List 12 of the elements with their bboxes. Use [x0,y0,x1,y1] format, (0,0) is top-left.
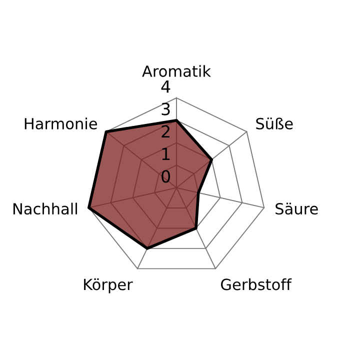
y-tick-label: 2 [162,125,170,138]
spoke-label: Körper [84,278,133,294]
y-tick-label: 0 [162,170,170,183]
spoke-label: Säure [276,202,318,215]
spoke-label: Harmonie [24,118,98,130]
y-tick-label: 3 [162,102,170,116]
spoke-label: Gerbstoff [221,278,292,290]
y-tick-label: 4 [161,80,170,93]
spoke-label: Nachhall [13,202,77,215]
spoke-label: Aromatik [142,65,211,77]
spoke-label: Süße [256,118,293,130]
y-tick-label: 1 [162,148,170,160]
